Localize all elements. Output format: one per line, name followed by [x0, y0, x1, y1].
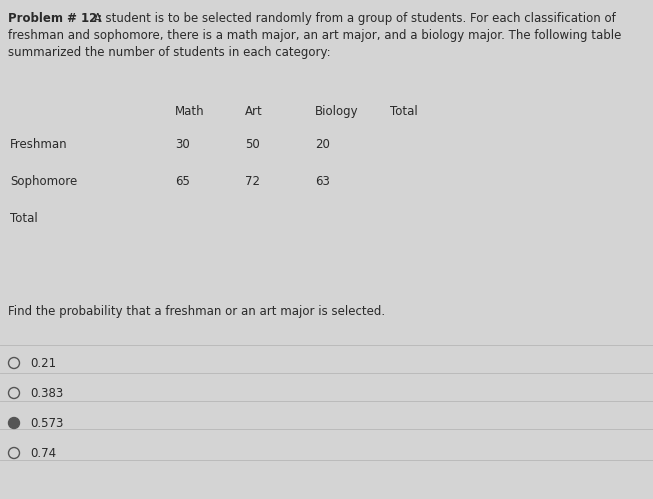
Text: Total: Total	[390, 105, 418, 118]
Text: 63: 63	[315, 175, 330, 188]
Text: 0.74: 0.74	[30, 447, 56, 460]
Text: freshman and sophomore, there is a math major, an art major, and a biology major: freshman and sophomore, there is a math …	[8, 29, 622, 42]
Text: 30: 30	[175, 138, 190, 151]
Text: 72: 72	[245, 175, 260, 188]
Text: Art: Art	[245, 105, 263, 118]
Text: 0.383: 0.383	[30, 387, 63, 400]
Text: 0.573: 0.573	[30, 417, 63, 430]
Circle shape	[8, 418, 20, 429]
Text: A student is to be selected randomly from a group of students. For each classifi: A student is to be selected randomly fro…	[90, 12, 616, 25]
Text: Total: Total	[10, 212, 38, 225]
Text: 65: 65	[175, 175, 190, 188]
Text: Sophomore: Sophomore	[10, 175, 77, 188]
Text: Biology: Biology	[315, 105, 358, 118]
Text: summarized the number of students in each category:: summarized the number of students in eac…	[8, 46, 330, 59]
Text: Find the probability that a freshman or an art major is selected.: Find the probability that a freshman or …	[8, 305, 385, 318]
Text: Freshman: Freshman	[10, 138, 68, 151]
Text: 50: 50	[245, 138, 260, 151]
Text: 0.21: 0.21	[30, 357, 56, 370]
Text: Problem # 12:: Problem # 12:	[8, 12, 102, 25]
Text: 20: 20	[315, 138, 330, 151]
Text: Math: Math	[175, 105, 204, 118]
